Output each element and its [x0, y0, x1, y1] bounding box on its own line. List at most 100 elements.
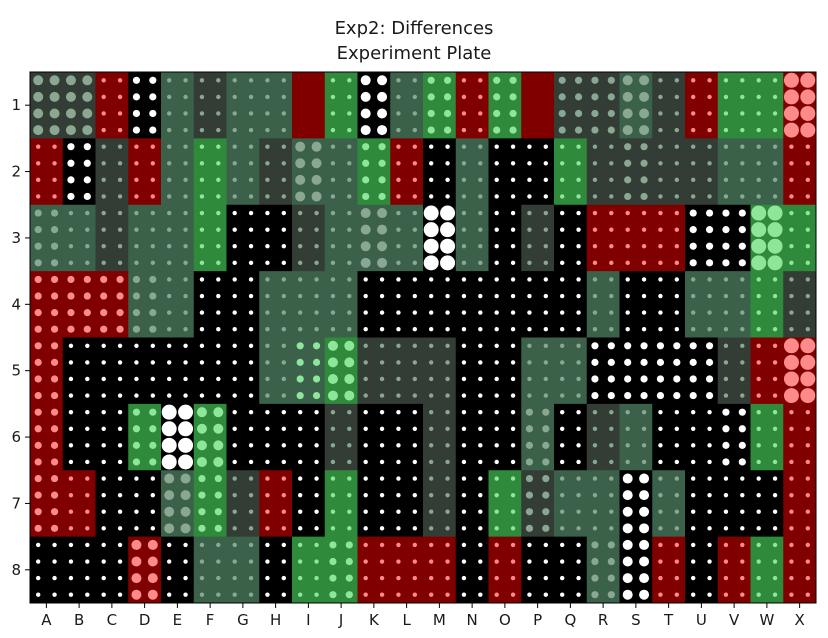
well-dot [478, 526, 483, 531]
well-dot [34, 292, 42, 300]
well-dot [199, 277, 205, 282]
well-dot [690, 293, 696, 299]
well-dot [232, 476, 237, 481]
well-dot [396, 194, 401, 199]
well-dot [183, 327, 188, 332]
well-cell-l1 [390, 72, 424, 139]
well-cell-x4 [783, 271, 817, 338]
well-dot [478, 94, 483, 100]
well-dot [101, 575, 106, 581]
well-cell-q2 [554, 138, 588, 206]
well-dot [52, 559, 57, 564]
well-dot [330, 327, 336, 332]
well-dot [805, 194, 811, 199]
well-dot [674, 244, 680, 249]
well-dot [412, 360, 418, 365]
well-dot [345, 557, 353, 566]
well-dot [723, 360, 729, 365]
well-dot [559, 194, 565, 199]
well-cell-x3 [783, 204, 817, 272]
well-dot [576, 327, 581, 332]
well-dot [35, 161, 41, 166]
well-dot [232, 310, 237, 315]
well-dot [510, 592, 516, 597]
well-dot [265, 426, 270, 431]
well-dot [34, 508, 42, 516]
well-dot [428, 526, 434, 531]
well-dot [805, 526, 811, 531]
well-dot [183, 542, 188, 548]
well-dot [379, 360, 385, 365]
y-tick-label: 7 [11, 494, 21, 512]
well-cell-u4 [685, 271, 751, 338]
well-dot [132, 325, 141, 333]
well-dot [232, 343, 237, 348]
well-dot [281, 459, 287, 465]
well-dot [329, 574, 337, 582]
well-dot [183, 144, 188, 149]
well-dot [805, 559, 811, 564]
well-dot [607, 375, 615, 383]
x-tick-label: R [598, 611, 608, 629]
well-dot [149, 408, 157, 416]
well-dot [559, 277, 565, 282]
well-dot [639, 473, 650, 484]
well-dot [68, 360, 74, 365]
well-dot [674, 227, 680, 232]
well-dot [772, 127, 778, 133]
well-cell-n8 [455, 536, 489, 604]
well-dot [150, 177, 156, 183]
well-dot [494, 376, 499, 382]
well-cell-v1 [717, 72, 784, 139]
well-dot [101, 476, 106, 481]
well-dot [800, 371, 816, 387]
well-dot [248, 393, 254, 398]
well-dot [34, 342, 42, 350]
well-dot [35, 575, 41, 581]
well-dot [85, 509, 90, 514]
well-dot [574, 93, 583, 101]
x-tick-label: B [74, 611, 84, 629]
well-dot [216, 360, 221, 365]
well-dot [428, 343, 434, 348]
well-dot [658, 210, 663, 216]
well-dot [576, 260, 581, 266]
well-dot [363, 559, 368, 564]
well-dot [658, 161, 663, 166]
well-dot [576, 426, 581, 431]
well-dot [478, 492, 483, 498]
well-dot [576, 459, 581, 465]
well-dot [248, 376, 254, 382]
well-dot [622, 539, 633, 550]
well-dot [134, 476, 139, 481]
well-dot [101, 260, 106, 266]
well-dot [213, 423, 224, 434]
well-dot [690, 492, 696, 498]
well-dot [423, 205, 439, 221]
well-dot [117, 127, 123, 133]
well-dot [83, 275, 91, 284]
well-dot [248, 476, 254, 481]
well-dot [166, 194, 172, 199]
well-dot [559, 409, 565, 415]
well-dot [674, 575, 680, 581]
well-dot [199, 127, 205, 133]
well-dot [707, 509, 712, 514]
well-dot [772, 78, 778, 83]
well-dot [445, 194, 450, 199]
x-tick-label: H [270, 611, 281, 629]
well-dot [363, 277, 368, 282]
well-dot [559, 177, 565, 183]
well-dot [150, 492, 156, 498]
well-dot [772, 443, 778, 448]
well-dot [622, 506, 633, 517]
well-dot [82, 91, 93, 102]
well-dot [134, 244, 139, 249]
well-dot [161, 404, 177, 420]
well-dot [658, 293, 663, 299]
well-dot [183, 111, 188, 116]
well-dot [50, 226, 59, 234]
well-dot [117, 426, 123, 431]
well-dot [740, 111, 745, 116]
well-cell-c3 [95, 204, 129, 272]
